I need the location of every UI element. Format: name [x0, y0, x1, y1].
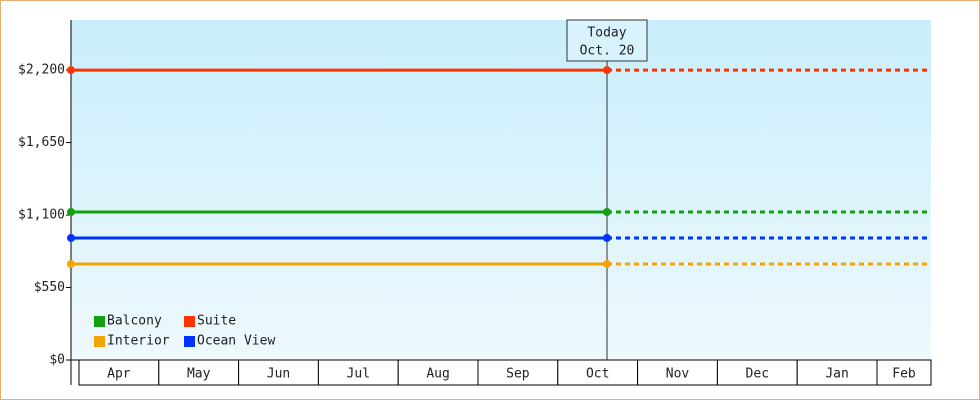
x-tick-label: Feb [892, 367, 916, 382]
legend-swatch [94, 316, 105, 327]
x-tick-label: Jul [347, 367, 370, 382]
month-box [876, 359, 932, 386]
x-tick-label: Aug [426, 367, 449, 382]
plot-area [71, 20, 931, 360]
today-box [566, 19, 648, 62]
y-tick-label: $1,650 [18, 135, 65, 150]
legend-label: Balcony [107, 314, 162, 329]
point [603, 208, 611, 217]
point [603, 233, 611, 242]
point [67, 233, 75, 242]
x-tick-label: Jun [267, 367, 290, 382]
point [603, 66, 611, 75]
x-tick-label: Oct [586, 367, 609, 382]
y-tick-label: $1,100 [18, 208, 65, 223]
x-tick-label: May [187, 367, 211, 382]
point [67, 208, 75, 217]
legend-swatch [94, 336, 105, 347]
legend-label: Suite [197, 314, 236, 329]
month-box [637, 359, 718, 386]
x-tick-label: Nov [666, 367, 690, 382]
x-tick-label: Apr [107, 367, 131, 382]
month-box [78, 359, 160, 386]
annotation: Today [587, 26, 626, 41]
point [67, 260, 75, 269]
y-tick-label: $550 [34, 280, 65, 295]
y-tick-label: $0 [49, 353, 65, 368]
x-tick-label: Jan [825, 367, 848, 382]
annotation: Oct. 20 [580, 44, 635, 59]
legend-swatch [184, 316, 195, 327]
x-tick-label: Sep [506, 367, 530, 382]
y-tick-label: $2,200 [18, 63, 65, 78]
legend-swatch [184, 336, 195, 347]
point [603, 260, 611, 269]
point [67, 66, 75, 75]
x-tick-label: Dec [746, 367, 769, 382]
legend-label: Interior [107, 334, 170, 349]
legend-label: Ocean View [197, 334, 275, 349]
month-box [716, 359, 798, 386]
month-box [158, 359, 240, 386]
